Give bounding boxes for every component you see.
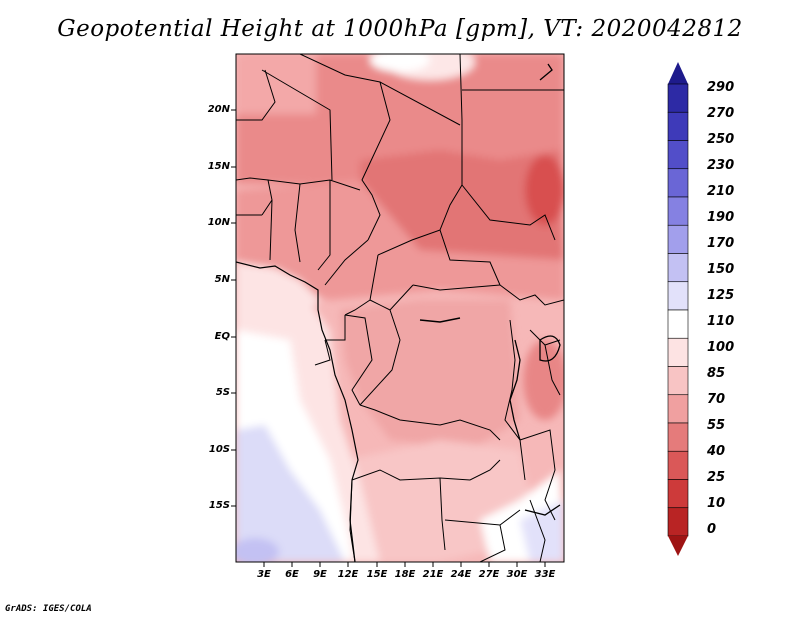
colorbar-label-70: 70 bbox=[707, 392, 726, 407]
colorbar-label-10: 10 bbox=[707, 496, 726, 511]
page-title: Geopotential Height at 1000hPa [gpm], VT… bbox=[57, 16, 743, 42]
colorbar-swatch bbox=[667, 337, 689, 367]
lat-label-10s: 10S bbox=[208, 444, 230, 455]
colorbar-label-25: 25 bbox=[707, 470, 726, 485]
map-frame bbox=[235, 53, 565, 563]
colorbar-swatch bbox=[667, 507, 689, 537]
colorbar-label-40: 40 bbox=[707, 444, 726, 459]
colorbar-label-270: 270 bbox=[707, 106, 735, 121]
colorbar-label-85: 85 bbox=[707, 366, 726, 381]
lat-label-10n: 10N bbox=[207, 217, 230, 228]
height-field bbox=[236, 54, 564, 562]
colorbar-swatch bbox=[667, 309, 689, 339]
lon-label-18e: 18E bbox=[394, 569, 416, 580]
lon-ticks bbox=[263, 562, 546, 567]
lon-label-6e: 6E bbox=[285, 569, 299, 580]
colorbar-swatch bbox=[667, 111, 689, 141]
lon-label-12e: 12E bbox=[337, 569, 359, 580]
colorbar-label-100: 100 bbox=[707, 340, 735, 355]
lon-label-30e: 30E bbox=[506, 569, 528, 580]
colorbar-label-290: 290 bbox=[707, 80, 735, 95]
country-borders bbox=[236, 54, 564, 562]
colorbar-label-125: 125 bbox=[707, 288, 735, 303]
lat-label-15n: 15N bbox=[207, 161, 230, 172]
lon-label-21e: 21E bbox=[422, 569, 444, 580]
colorbar-label-170: 170 bbox=[707, 236, 735, 251]
colorbar-top-arrow bbox=[668, 62, 688, 84]
colorbar-swatch bbox=[667, 450, 689, 480]
lat-label-eq: EQ bbox=[214, 331, 230, 342]
colorbar-swatch bbox=[667, 479, 689, 509]
colorbar-swatch bbox=[667, 168, 689, 198]
colorbar-swatch bbox=[667, 196, 689, 226]
colorbar-label-210: 210 bbox=[707, 184, 735, 199]
grads-credit: GrADS: IGES/COLA bbox=[5, 604, 92, 614]
colorbar-swatch bbox=[667, 83, 689, 113]
colorbar-label-150: 150 bbox=[707, 262, 735, 277]
lon-label-24e: 24E bbox=[450, 569, 472, 580]
lat-label-5n: 5N bbox=[214, 274, 230, 285]
colorbar-label-230: 230 bbox=[707, 158, 735, 173]
colorbar-swatch bbox=[667, 140, 689, 170]
lon-label-15e: 15E bbox=[366, 569, 388, 580]
colorbar-label-110: 110 bbox=[707, 314, 735, 329]
lat-label-20n: 20N bbox=[207, 104, 230, 115]
colorbar-swatch bbox=[667, 281, 689, 311]
colorbar-swatch bbox=[667, 422, 689, 452]
lon-label-27e: 27E bbox=[478, 569, 500, 580]
colorbar-swatch bbox=[667, 394, 689, 424]
colorbar bbox=[667, 62, 689, 556]
colorbar-swatch bbox=[667, 366, 689, 396]
colorbar-label-55: 55 bbox=[707, 418, 726, 433]
colorbar-swatch bbox=[667, 253, 689, 283]
lat-label-15s: 15S bbox=[208, 500, 230, 511]
colorbar-bottom-arrow bbox=[668, 536, 688, 556]
lon-label-33e: 33E bbox=[534, 569, 556, 580]
colorbar-label-190: 190 bbox=[707, 210, 735, 225]
lon-label-9e: 9E bbox=[313, 569, 327, 580]
lat-ticks bbox=[231, 109, 236, 507]
lat-label-5s: 5S bbox=[215, 387, 230, 398]
colorbar-label-250: 250 bbox=[707, 132, 735, 147]
colorbar-label-0: 0 bbox=[707, 522, 717, 537]
colorbar-swatch bbox=[667, 224, 689, 254]
lon-label-3e: 3E bbox=[257, 569, 271, 580]
